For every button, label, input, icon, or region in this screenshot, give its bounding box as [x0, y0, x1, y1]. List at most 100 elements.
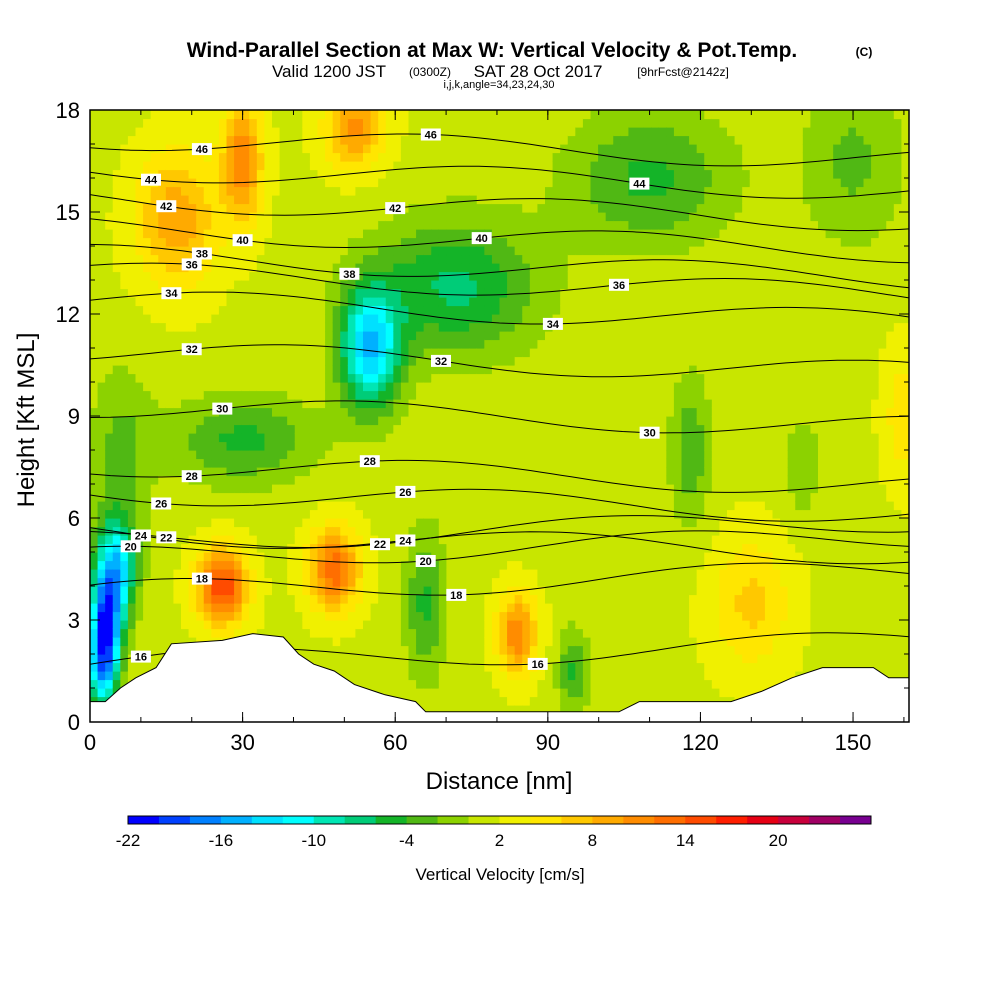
velocity-cell — [567, 441, 576, 451]
velocity-cell — [552, 263, 561, 273]
velocity-cell — [309, 365, 319, 375]
velocity-cell — [363, 492, 372, 502]
velocity-cell — [135, 475, 144, 485]
velocity-cell — [522, 467, 531, 477]
velocity-cell — [446, 637, 455, 647]
velocity-cell — [575, 679, 584, 689]
velocity-cell — [507, 501, 516, 511]
velocity-cell — [127, 637, 137, 647]
velocity-cell — [598, 671, 607, 681]
velocity-cell — [446, 526, 455, 536]
velocity-cell — [112, 152, 121, 162]
velocity-cell — [446, 339, 455, 349]
velocity-cell — [567, 518, 576, 528]
velocity-cell — [218, 518, 228, 528]
velocity-cell — [127, 594, 137, 604]
velocity-cell — [393, 475, 402, 485]
velocity-cell — [438, 645, 448, 655]
velocity-cell — [605, 373, 614, 383]
velocity-cell — [272, 314, 281, 324]
velocity-cell — [582, 696, 592, 706]
velocity-cell — [218, 475, 228, 485]
velocity-cell — [507, 509, 516, 519]
velocity-cell — [249, 390, 258, 400]
velocity-cell — [499, 509, 508, 519]
velocity-cell — [332, 348, 341, 358]
velocity-cell — [416, 348, 425, 358]
velocity-cell — [188, 212, 197, 222]
velocity-cell — [545, 433, 554, 443]
velocity-cell — [454, 450, 463, 460]
velocity-cell — [567, 246, 576, 256]
velocity-cell — [476, 679, 485, 689]
velocity-cell — [127, 195, 137, 205]
velocity-cell — [431, 220, 440, 230]
velocity-cell — [582, 416, 592, 426]
velocity-cell — [97, 620, 106, 630]
velocity-cell — [446, 118, 455, 128]
velocity-cell — [370, 594, 379, 604]
velocity-cell — [332, 229, 341, 239]
velocity-cell — [529, 339, 539, 349]
velocity-cell — [173, 569, 182, 579]
velocity-cell — [537, 679, 546, 689]
velocity-cell — [181, 365, 190, 375]
velocity-cell — [484, 458, 493, 468]
velocity-cell — [287, 356, 296, 366]
velocity-cell — [507, 416, 516, 426]
velocity-cell — [241, 475, 250, 485]
velocity-cell — [393, 212, 402, 222]
velocity-cell — [590, 407, 599, 417]
velocity-cell — [332, 620, 341, 630]
velocity-cell — [165, 399, 175, 409]
velocity-cell — [150, 305, 159, 315]
velocity-cell — [165, 424, 175, 434]
velocity-cell — [97, 297, 106, 307]
velocity-cell — [454, 696, 463, 706]
velocity-cell — [499, 560, 508, 570]
velocity-cell — [537, 569, 546, 579]
velocity-cell — [408, 390, 417, 400]
velocity-cell — [332, 271, 341, 281]
velocity-cell — [560, 271, 569, 281]
velocity-cell — [499, 229, 508, 239]
velocity-cell — [340, 492, 349, 502]
velocity-cell — [537, 331, 546, 341]
velocity-cell — [279, 178, 288, 188]
velocity-cell — [302, 118, 311, 128]
velocity-cell — [491, 569, 501, 579]
velocity-cell — [135, 433, 144, 443]
velocity-cell — [203, 424, 212, 434]
velocity-cell — [545, 356, 554, 366]
velocity-cell — [567, 671, 576, 681]
velocity-cell — [90, 407, 99, 417]
velocity-cell — [408, 220, 417, 230]
velocity-cell — [158, 484, 167, 494]
velocity-cell — [196, 509, 205, 519]
velocity-cell — [143, 433, 152, 443]
velocity-cell — [127, 416, 137, 426]
velocity-cell — [363, 679, 372, 689]
velocity-cell — [552, 254, 561, 264]
velocity-cell — [97, 628, 106, 638]
velocity-cell — [438, 135, 448, 145]
velocity-cell — [120, 458, 129, 468]
velocity-cell — [302, 560, 311, 570]
velocity-cell — [507, 705, 516, 715]
velocity-cell — [545, 271, 554, 281]
velocity-cell — [598, 331, 607, 341]
velocity-cell — [560, 696, 569, 706]
velocity-cell — [605, 433, 614, 443]
velocity-cell — [112, 118, 121, 128]
velocity-cell — [605, 518, 614, 528]
velocity-cell — [582, 322, 592, 332]
velocity-cell — [332, 178, 341, 188]
velocity-cell — [514, 492, 523, 502]
velocity-cell — [241, 314, 250, 324]
velocity-cell — [347, 645, 357, 655]
velocity-cell — [423, 696, 432, 706]
velocity-cell — [454, 577, 463, 587]
velocity-cell — [552, 569, 561, 579]
velocity-cell — [188, 603, 197, 613]
velocity-cell — [537, 620, 546, 630]
